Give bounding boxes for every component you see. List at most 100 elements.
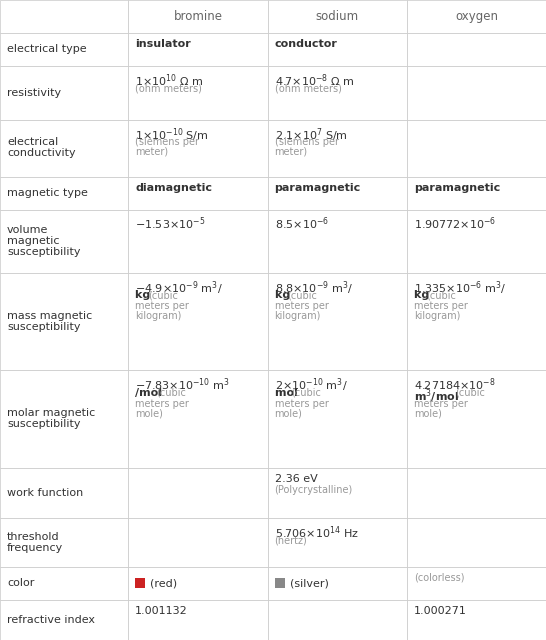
Text: meters per: meters per (414, 301, 467, 312)
Text: (Polycrystalline): (Polycrystalline) (275, 485, 353, 495)
Bar (268, 567, 407, 600)
Bar (407, 567, 546, 600)
Bar (407, 33, 546, 66)
Text: sodium: sodium (316, 10, 359, 23)
Bar (128, 371, 268, 468)
Bar (268, 468, 407, 518)
Bar (128, 468, 268, 518)
Bar (128, 0, 268, 33)
Text: meters per: meters per (275, 399, 328, 409)
Bar (0, 0, 128, 33)
Text: 1.000271: 1.000271 (414, 606, 467, 616)
Text: (cubic: (cubic (291, 388, 321, 397)
Text: 1.001132: 1.001132 (135, 606, 188, 616)
Text: (cubic: (cubic (455, 388, 485, 397)
Text: (silver): (silver) (289, 579, 328, 588)
Text: 1×10$^{10}$ Ω m: 1×10$^{10}$ Ω m (135, 72, 204, 89)
Text: mole): mole) (275, 408, 302, 419)
Bar (128, 33, 268, 66)
Bar (0, 371, 128, 468)
Text: 8.8×10$^{-9}$ m$^3$/: 8.8×10$^{-9}$ m$^3$/ (275, 279, 353, 297)
Text: color: color (7, 578, 34, 588)
Bar (0, 209, 128, 273)
Text: susceptibility: susceptibility (7, 322, 80, 332)
Text: conductivity: conductivity (7, 148, 76, 158)
Text: (cubic: (cubic (426, 291, 456, 300)
Text: 2.36 eV: 2.36 eV (275, 474, 317, 484)
Text: mol: mol (275, 388, 301, 397)
Bar (268, 177, 407, 209)
Text: molar magnetic: molar magnetic (7, 408, 95, 419)
Bar (407, 0, 546, 33)
Text: −4.9×10$^{-9}$ m$^3$/: −4.9×10$^{-9}$ m$^3$/ (135, 279, 223, 297)
Text: refractive index: refractive index (7, 614, 95, 625)
Text: (siemens per: (siemens per (275, 137, 339, 147)
Bar (268, 120, 407, 177)
Bar (268, 371, 407, 468)
Bar (407, 177, 546, 209)
Bar (0, 66, 128, 120)
Bar (268, 33, 407, 66)
Bar (0, 120, 128, 177)
Text: kg: kg (414, 291, 433, 300)
Text: meter): meter) (135, 147, 168, 157)
Text: kg: kg (135, 291, 155, 300)
Text: (hertz): (hertz) (275, 536, 307, 545)
Text: 2.1×10$^{7}$ S/m: 2.1×10$^{7}$ S/m (275, 126, 347, 143)
Bar (128, 177, 268, 209)
Bar (268, 66, 407, 120)
Text: oxygen: oxygen (455, 10, 498, 23)
Text: magnetic type: magnetic type (7, 188, 88, 198)
Text: (ohm meters): (ohm meters) (135, 83, 202, 93)
Text: (cubic: (cubic (287, 291, 317, 300)
Text: mole): mole) (135, 408, 163, 419)
Bar (0, 567, 128, 600)
Text: (colorless): (colorless) (414, 573, 464, 583)
Text: susceptibility: susceptibility (7, 246, 80, 257)
Text: 4.27184×10$^{-8}$: 4.27184×10$^{-8}$ (414, 376, 496, 393)
Text: bromine: bromine (174, 10, 222, 23)
Text: 8.5×10$^{-6}$: 8.5×10$^{-6}$ (275, 216, 329, 232)
Text: 4.7×10$^{-8}$ Ω m: 4.7×10$^{-8}$ Ω m (275, 72, 354, 89)
Text: 1.335×10$^{-6}$ m$^3$/: 1.335×10$^{-6}$ m$^3$/ (414, 279, 507, 297)
Bar (128, 567, 268, 600)
Bar (0, 518, 128, 567)
Bar (407, 518, 546, 567)
Text: paramagnetic: paramagnetic (414, 182, 500, 193)
Bar (407, 209, 546, 273)
Bar (128, 273, 268, 371)
Text: (cubic: (cubic (156, 388, 186, 397)
Text: mass magnetic: mass magnetic (7, 311, 92, 321)
Text: paramagnetic: paramagnetic (275, 182, 361, 193)
Text: 1×10$^{-10}$ S/m: 1×10$^{-10}$ S/m (135, 126, 209, 143)
Bar (268, 518, 407, 567)
Text: conductor: conductor (275, 39, 337, 49)
Text: volume: volume (7, 225, 49, 235)
Text: kilogram): kilogram) (275, 311, 321, 321)
Text: insulator: insulator (135, 39, 191, 49)
Bar (0, 177, 128, 209)
Text: (siemens per: (siemens per (135, 137, 199, 147)
Bar (268, 209, 407, 273)
Text: kg: kg (275, 291, 294, 300)
Bar (128, 66, 268, 120)
Text: electrical: electrical (7, 138, 58, 147)
Bar (128, 518, 268, 567)
Bar (0, 468, 128, 518)
Bar (268, 600, 407, 640)
Text: frequency: frequency (7, 543, 63, 552)
Text: magnetic: magnetic (7, 236, 60, 246)
Bar (407, 120, 546, 177)
Text: kilogram): kilogram) (414, 311, 460, 321)
Bar (407, 66, 546, 120)
Text: meters per: meters per (275, 301, 328, 312)
Text: meters per: meters per (135, 301, 189, 312)
Text: work function: work function (7, 488, 83, 498)
Text: meters per: meters per (414, 399, 467, 409)
Text: resistivity: resistivity (7, 88, 61, 98)
Bar (135, 579, 145, 588)
Bar (407, 273, 546, 371)
Bar (128, 600, 268, 640)
Text: 5.706×10$^{14}$ Hz: 5.706×10$^{14}$ Hz (275, 524, 359, 541)
Text: −7.83×10$^{-10}$ m$^3$: −7.83×10$^{-10}$ m$^3$ (135, 376, 230, 393)
